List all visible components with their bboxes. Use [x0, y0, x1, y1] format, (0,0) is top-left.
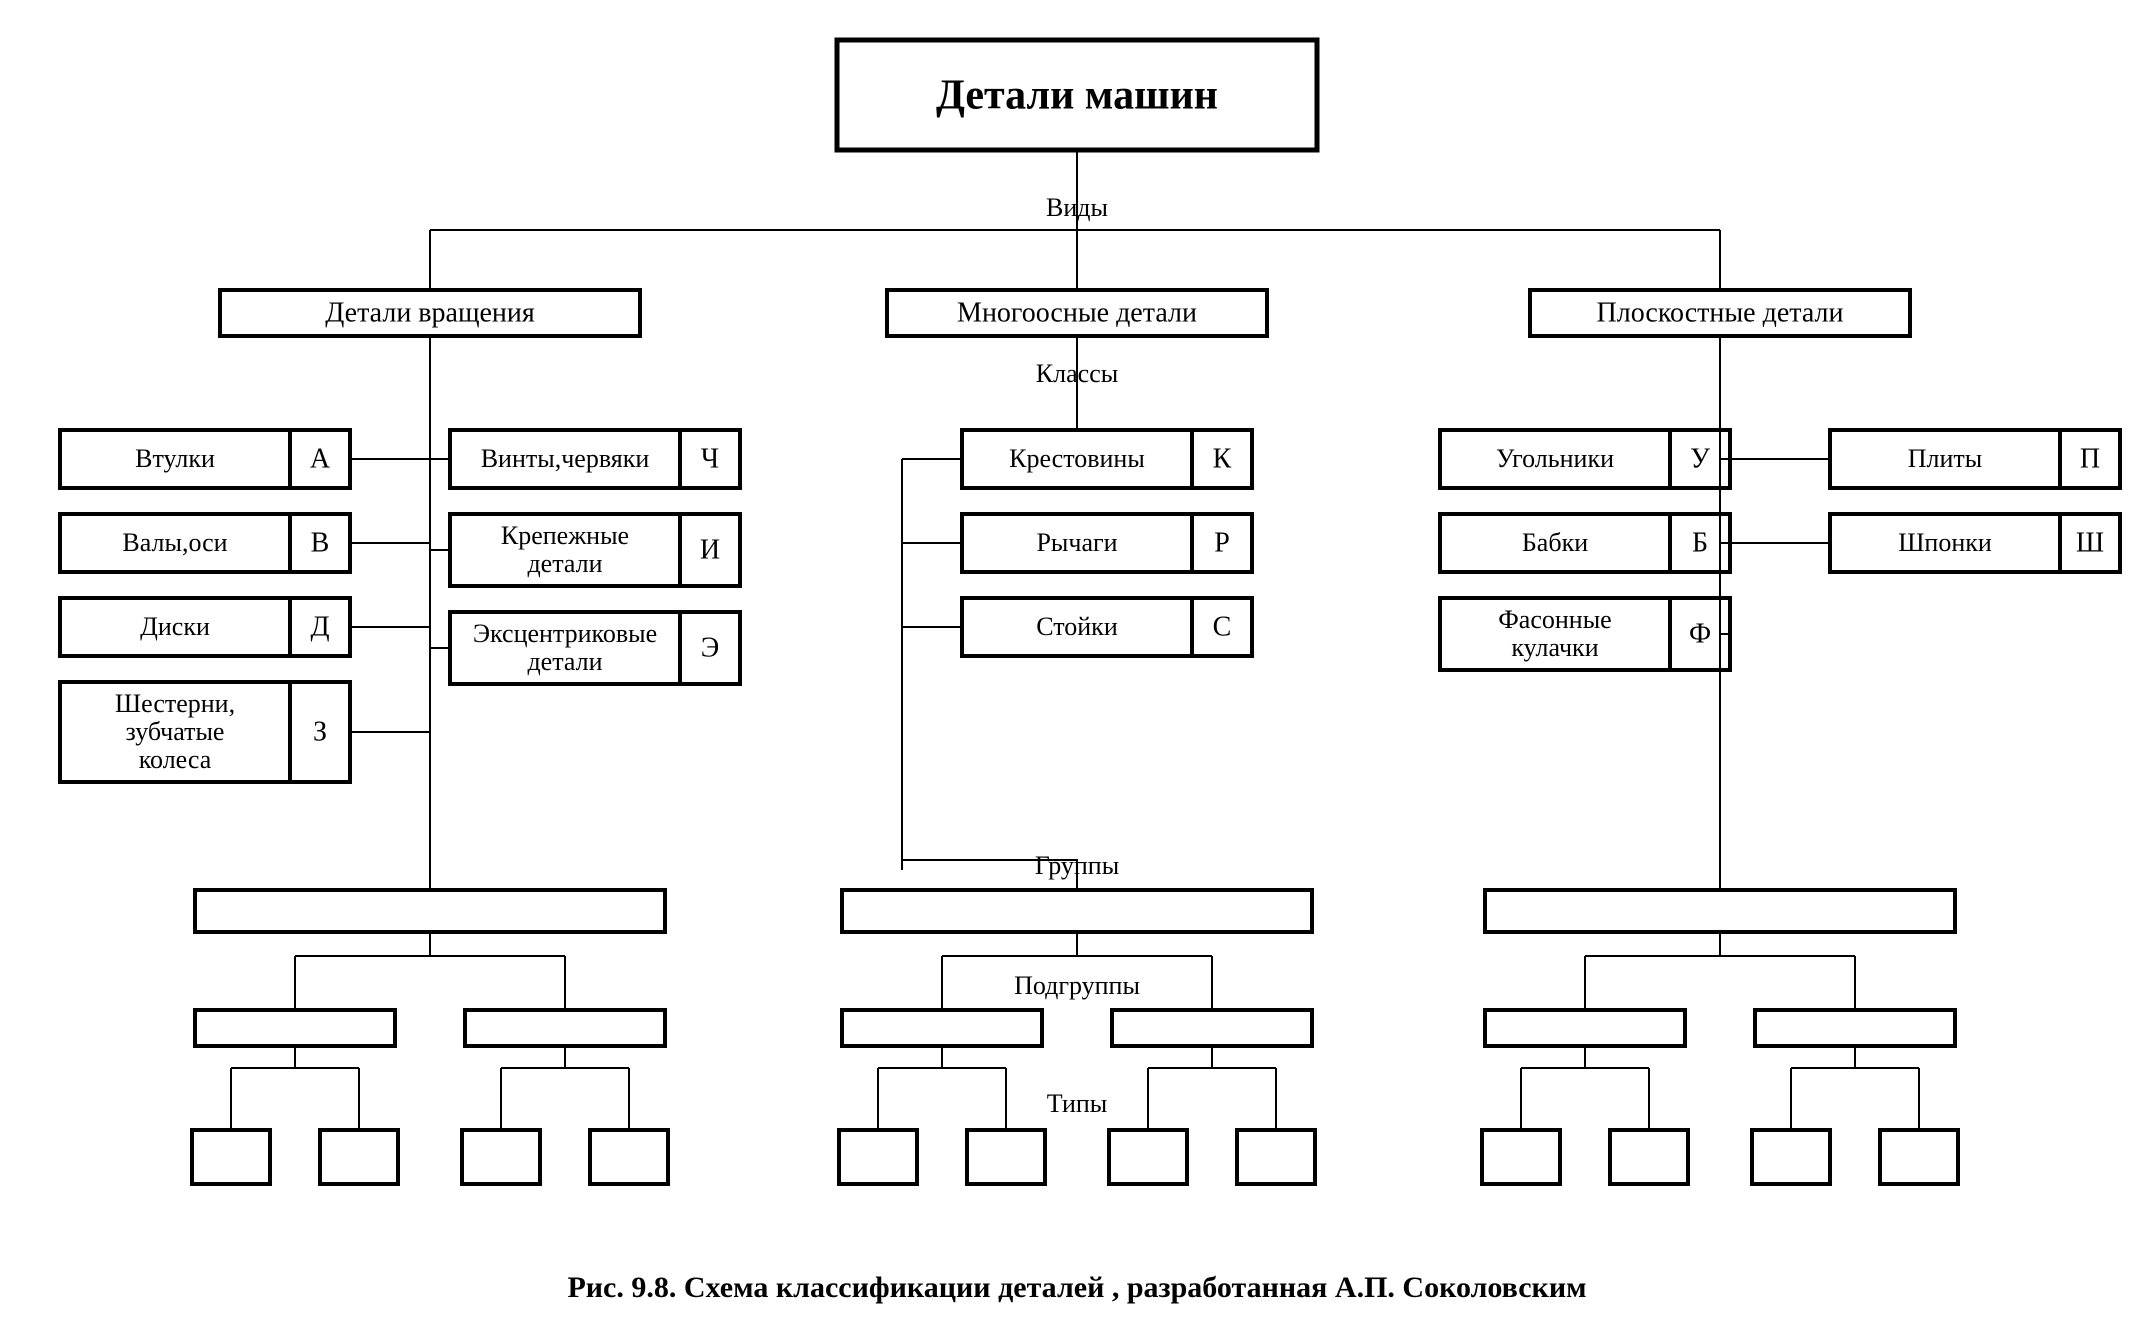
class-code-label-ma-0: К — [1213, 443, 1232, 474]
type-0-0-0 — [192, 1130, 270, 1184]
category-label-2: Плоскостные детали — [1597, 297, 1844, 328]
subgroup-2-0 — [1485, 1010, 1685, 1046]
level-tipy: Типы — [1047, 1089, 1108, 1118]
class-code-label-rotL-2: Д — [310, 611, 329, 642]
category-label-1: Многоосные детали — [957, 297, 1197, 328]
type-1-1-0 — [1109, 1130, 1187, 1184]
root-label: Детали машин — [936, 73, 1218, 119]
class-code-label-rotL-0: А — [310, 443, 331, 474]
class-label-flR-0: Плиты — [1908, 444, 1983, 473]
class-label-flL-0: Угольники — [1496, 444, 1614, 473]
type-2-0-1 — [1610, 1130, 1688, 1184]
subgroup-1-1 — [1112, 1010, 1312, 1046]
class-label-flL-1: Бабки — [1522, 528, 1588, 557]
class-code-label-rotR-0: Ч — [701, 443, 719, 474]
class-code-label-flL-1: Б — [1692, 527, 1708, 558]
type-1-1-1 — [1237, 1130, 1315, 1184]
class-code-label-flL-0: У — [1690, 443, 1710, 474]
class-code-label-rotL-3: З — [313, 716, 327, 747]
group-box-1 — [842, 890, 1312, 932]
category-label-0: Детали вращения — [325, 297, 535, 328]
class-label-rotL-2: Диски — [140, 612, 210, 641]
class-label-rotR-0: Винты,червяки — [481, 444, 650, 473]
type-0-1-0 — [462, 1130, 540, 1184]
type-1-0-0 — [839, 1130, 917, 1184]
class-label-ma-2: Стойки — [1036, 612, 1118, 641]
subgroup-0-0 — [195, 1010, 395, 1046]
type-0-0-1 — [320, 1130, 398, 1184]
class-code-label-ma-2: С — [1213, 611, 1232, 642]
group-box-0 — [195, 890, 665, 932]
figure-caption: Рис. 9.8. Схема классификации деталей , … — [567, 1271, 1586, 1304]
class-label-ma-1: Рычаги — [1036, 528, 1117, 557]
class-code-label-ma-1: Р — [1214, 527, 1230, 558]
class-label-flR-1: Шпонки — [1898, 528, 1992, 557]
class-code-label-rotL-1: В — [311, 527, 330, 558]
subgroup-0-1 — [465, 1010, 665, 1046]
class-code-label-flL-2: Ф — [1689, 618, 1711, 649]
class-code-label-flR-1: Ш — [2076, 527, 2104, 558]
class-label-rotL-1: Валы,оси — [122, 528, 227, 557]
type-0-1-1 — [590, 1130, 668, 1184]
type-2-1-0 — [1752, 1130, 1830, 1184]
type-2-0-0 — [1482, 1130, 1560, 1184]
class-code-label-rotR-1: И — [700, 534, 720, 565]
class-label-rotL-0: Втулки — [135, 444, 215, 473]
class-label-flL-2: Фасонныекулачки — [1498, 605, 1611, 662]
class-label-ma-0: Крестовины — [1009, 444, 1145, 473]
group-box-2 — [1485, 890, 1955, 932]
level-podgruppy: Подгруппы — [1014, 971, 1140, 1000]
type-2-1-1 — [1880, 1130, 1958, 1184]
subgroup-2-1 — [1755, 1010, 1955, 1046]
subgroup-1-0 — [842, 1010, 1042, 1046]
type-1-0-1 — [967, 1130, 1045, 1184]
class-code-label-rotR-2: Э — [701, 632, 719, 663]
class-code-label-flR-0: П — [2080, 443, 2100, 474]
level-vidy: Виды — [1046, 193, 1108, 222]
